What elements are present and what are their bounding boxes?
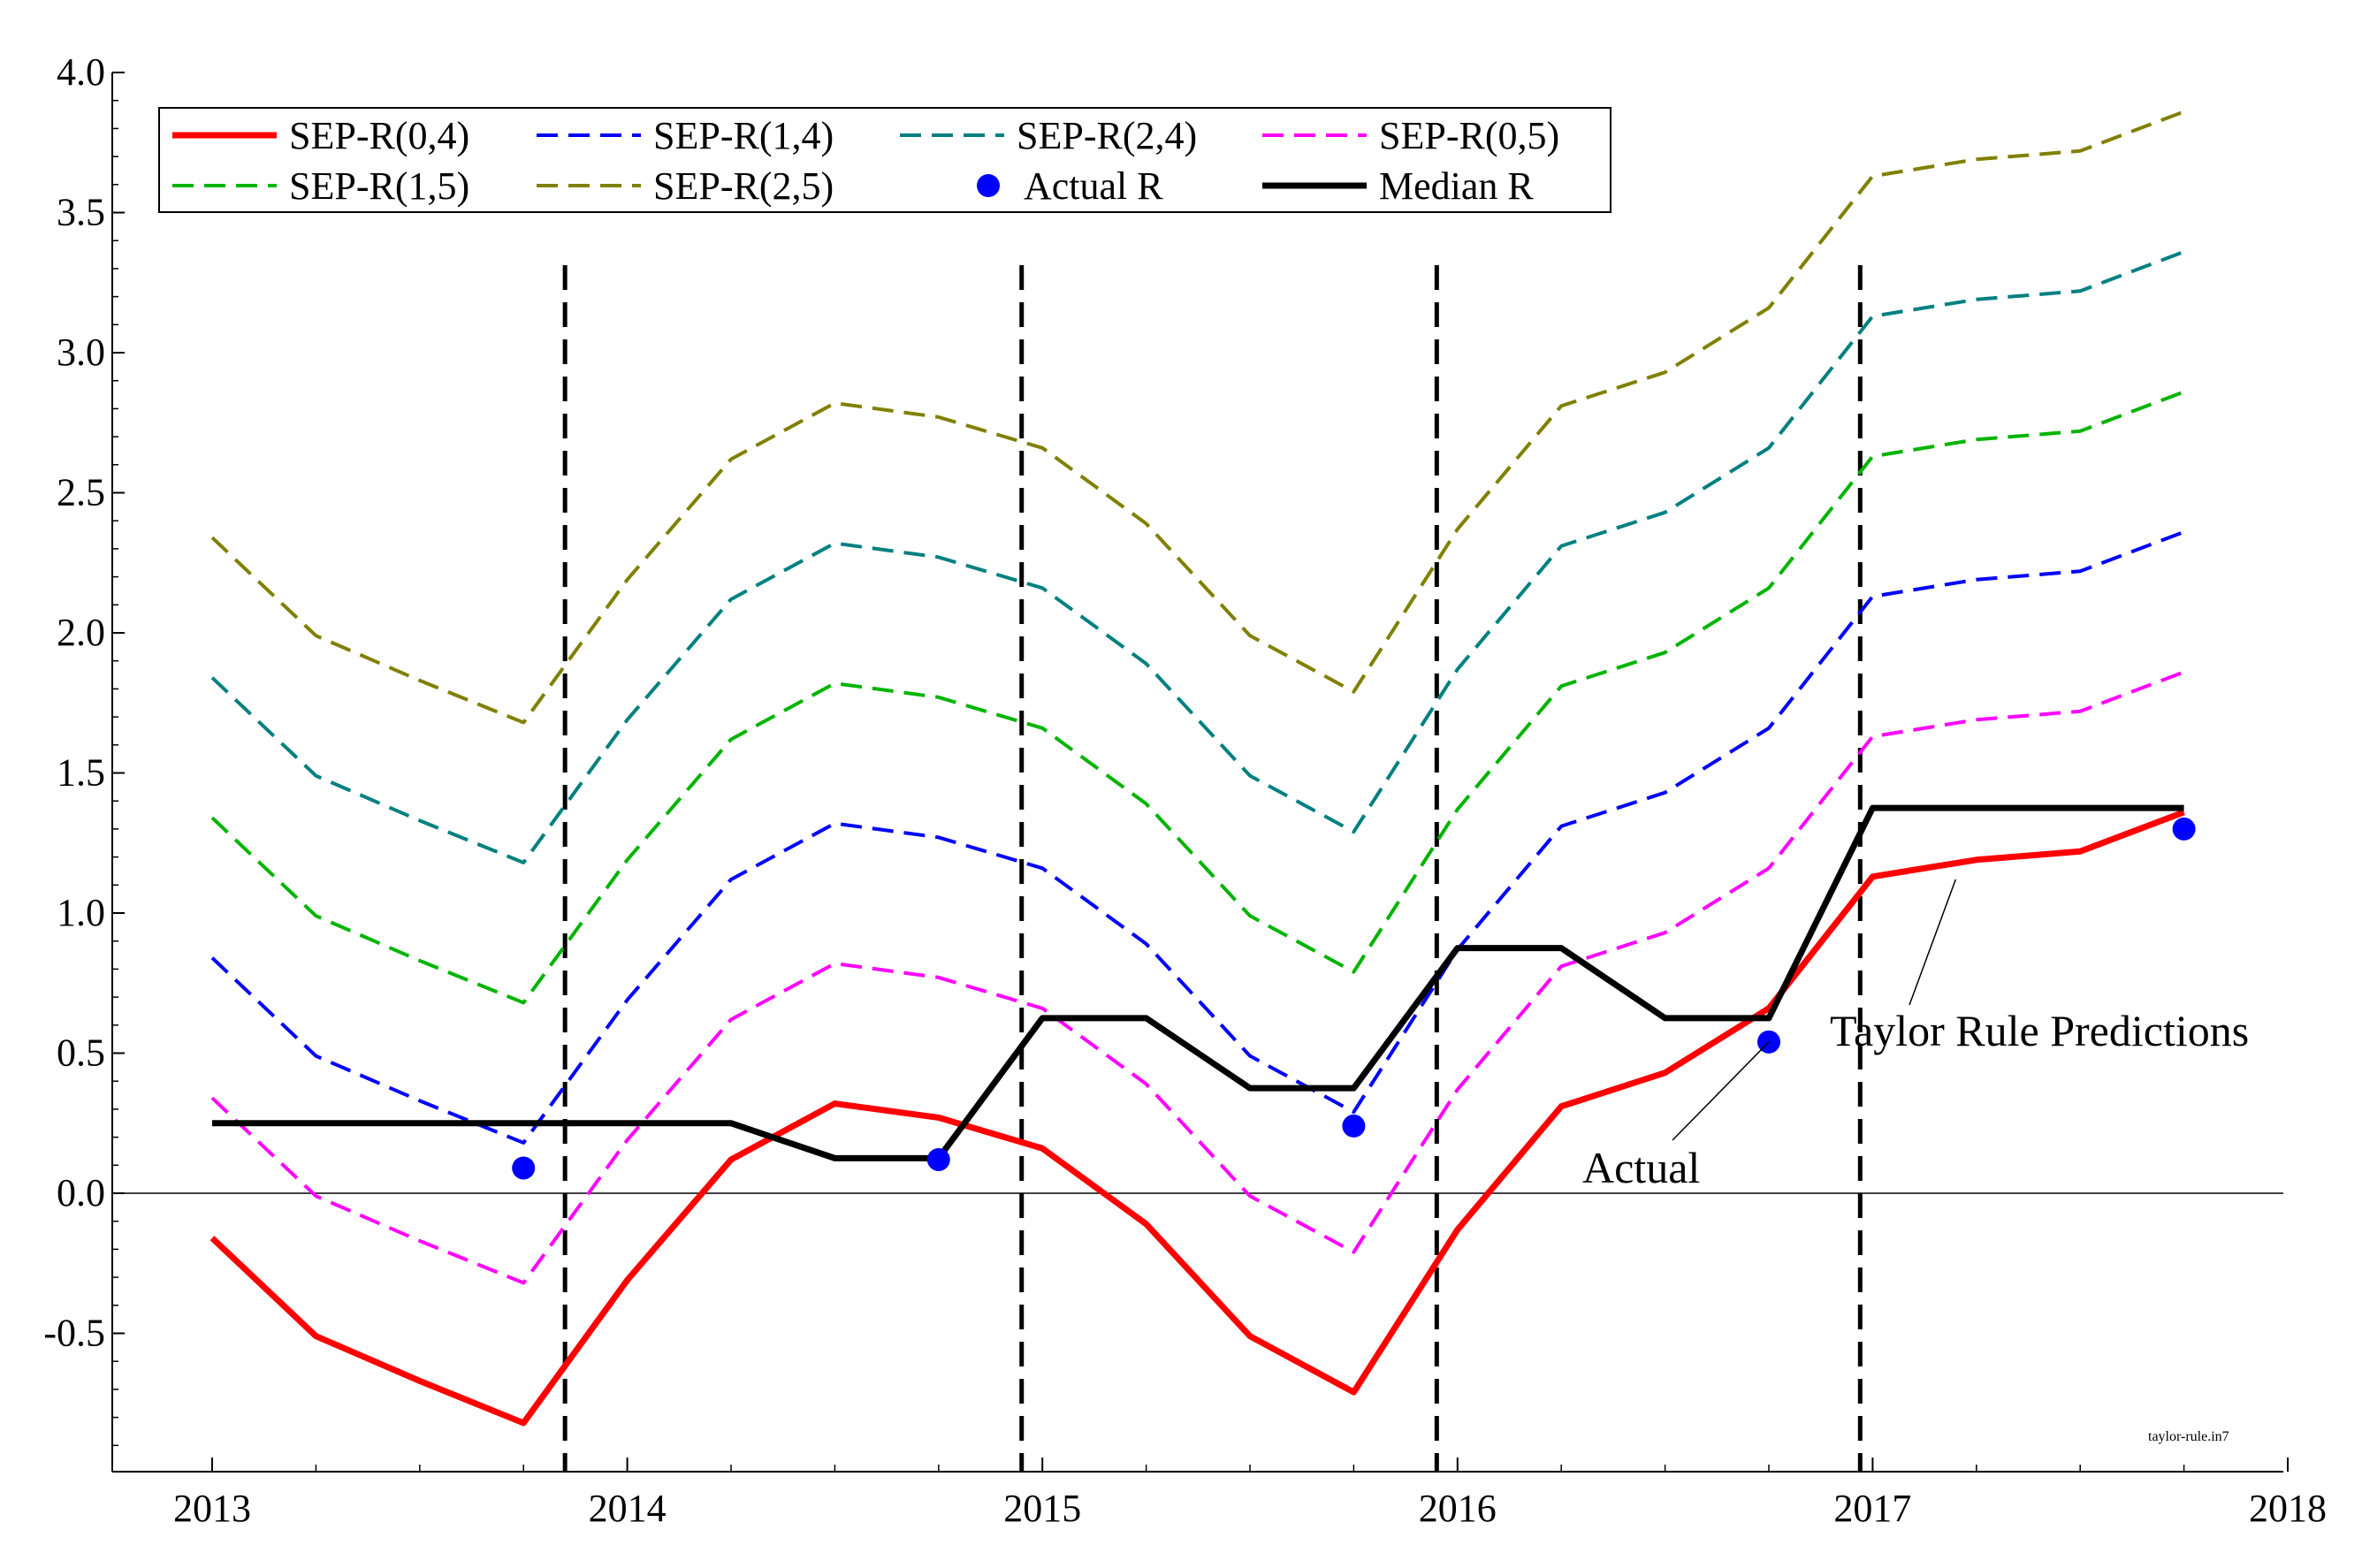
series-line-sep-r-0-5 xyxy=(210,670,2185,1285)
y-tick-label: 2.0 xyxy=(57,611,105,654)
vertical-dashed-lines xyxy=(562,265,1863,1472)
axes: 4.0 3.5 3.0 2.5 2.0 1.5 1.0 0.5 0.0 -0.5 2013 2014 2… xyxy=(43,50,2327,1530)
y-tick-label: 4.0 xyxy=(57,50,105,94)
series-line-sep-r-2-5 xyxy=(210,110,2185,725)
x-tick-label: 2018 xyxy=(2249,1487,2327,1530)
y-tick-label: 3.0 xyxy=(57,331,105,374)
actual-r-point xyxy=(1342,1114,1366,1138)
legend-swatch xyxy=(977,174,1000,197)
y-tick-label: 3.5 xyxy=(57,191,105,234)
x-tick-label: 2013 xyxy=(173,1487,251,1530)
series-line-sep-r-0-4 xyxy=(210,809,2185,1427)
legend-label: SEP-R(1,5) xyxy=(289,164,469,208)
legend: SEP-R(0,4) SEP-R(1,4) SEP-R(2,4) SEP-R(0,5)… xyxy=(158,107,1611,213)
legend-label: SEP-R(2,4) xyxy=(1017,114,1197,157)
legend-label: Median R xyxy=(1379,164,1534,208)
series-line-sep-r-2-4 xyxy=(210,250,2185,864)
legend-label: SEP-R(1,4) xyxy=(653,114,834,157)
y-tick-label: -0.5 xyxy=(43,1312,105,1355)
y-tick-label: 1.5 xyxy=(57,751,105,795)
legend-box xyxy=(158,107,1611,213)
actual-r-point xyxy=(2172,817,2196,841)
annotation-taylor-rule-predictions: Taylor Rule Predictions xyxy=(1830,1006,2249,1055)
actual-markers xyxy=(512,817,2196,1180)
y-tick-label: 0.5 xyxy=(57,1031,105,1075)
x-tick-label: 2016 xyxy=(1419,1487,1497,1530)
legend-label: Actual R xyxy=(1024,164,1163,208)
x-tick-label: 2014 xyxy=(589,1487,667,1530)
series-group xyxy=(210,110,2185,1427)
y-tick-label: 1.0 xyxy=(57,891,105,934)
actual-r-point xyxy=(926,1147,950,1171)
annotation-pointer xyxy=(1672,1041,1770,1141)
x-tick-label: 2017 xyxy=(1833,1487,1911,1530)
annotations: Taylor Rule Predictions Actual xyxy=(1582,879,2249,1192)
series-line-sep-r-1-5 xyxy=(210,390,2185,1005)
footer-label: taylor-rule.in7 xyxy=(2148,1429,2229,1444)
y-tick-label: 0.0 xyxy=(57,1171,105,1214)
x-tick-label: 2015 xyxy=(1003,1487,1081,1530)
series-line-sep-r-1-4 xyxy=(210,530,2185,1145)
legend-label: SEP-R(2,5) xyxy=(653,164,834,208)
legend-label: SEP-R(0,5) xyxy=(1379,114,1559,157)
actual-r-point xyxy=(512,1156,536,1180)
series-line-median-r xyxy=(212,804,2184,1161)
annotation-actual: Actual xyxy=(1582,1143,1700,1192)
y-tick-label: 2.5 xyxy=(57,471,105,514)
legend-label: SEP-R(0,4) xyxy=(289,114,469,157)
annotation-pointer xyxy=(1909,879,1957,1006)
